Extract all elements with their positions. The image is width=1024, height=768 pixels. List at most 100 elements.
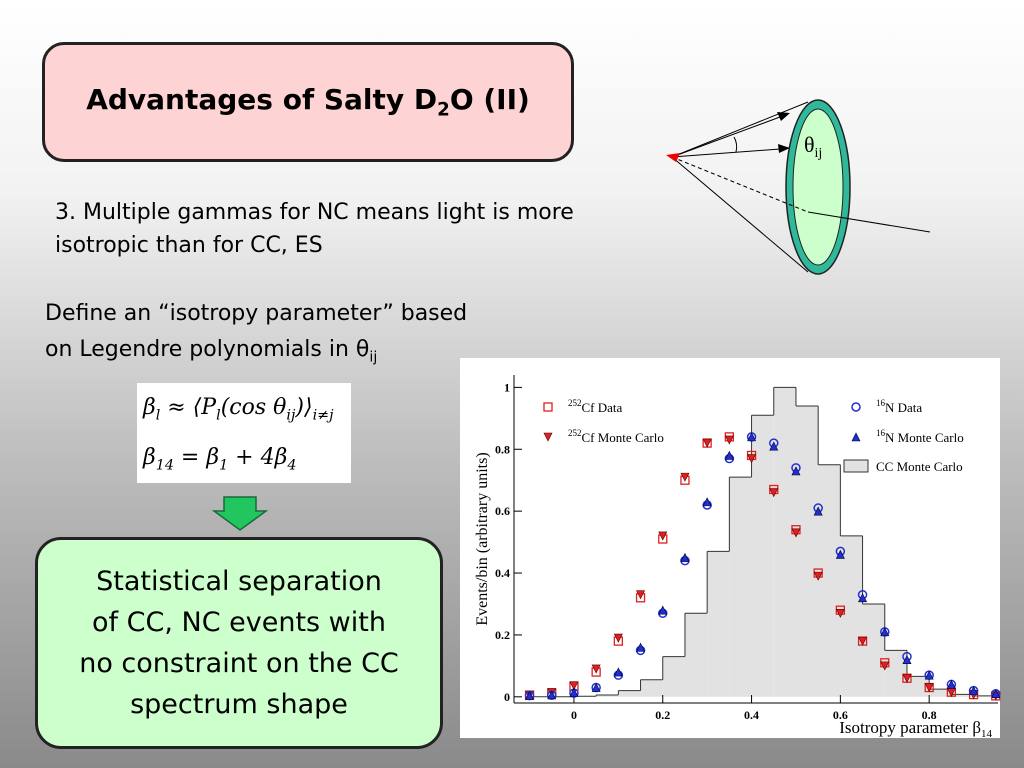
theta-sub: ij: [815, 146, 823, 161]
legend-sup: 16: [876, 428, 886, 438]
equation-sub: 14: [155, 457, 174, 474]
x-label-sub: 14: [981, 728, 993, 740]
marker: [813, 506, 823, 516]
legend-label: 252Cf Data: [568, 398, 623, 415]
legend-label: CC Monte Carlo: [876, 459, 963, 474]
histogram-bar: [862, 603, 885, 697]
marker: [946, 679, 956, 689]
marker: [680, 472, 690, 482]
arrow: [671, 116, 781, 158]
legend-label: 16N Data: [876, 398, 922, 415]
arrow-head: [778, 144, 790, 153]
define-line: Define an “isotropy parameter” based: [45, 301, 468, 326]
marker: [569, 687, 579, 697]
x-tick-label: 0.6: [833, 708, 848, 722]
marker: [636, 642, 646, 652]
marker: [680, 552, 690, 562]
conclusion-line: of CC, NC events with: [92, 607, 386, 638]
marker: [747, 454, 757, 464]
histogram-bar: [684, 613, 708, 697]
legend-sup: 252: [568, 428, 582, 438]
equation-part: )⟩: [295, 395, 313, 420]
legend-text: N Monte Carlo: [885, 430, 964, 445]
histogram-bar: [884, 650, 907, 697]
legend-item: 16N Data: [851, 398, 922, 415]
define-sub: ij: [369, 349, 378, 366]
marker: [969, 685, 979, 695]
marker: [702, 497, 712, 507]
marker: [791, 466, 801, 476]
y-tick-label: 0.4: [495, 566, 510, 580]
equation: βl ≈ ⟨Pl(cos θij)⟩i≠j: [143, 395, 334, 423]
define-text: Define an “isotropy parameter” based on …: [45, 296, 565, 375]
histogram-bar: [618, 690, 641, 697]
y-tick-label: 0.8: [495, 442, 510, 456]
histogram-bar: [773, 387, 796, 697]
marker: [543, 402, 553, 412]
histogram-bar: [707, 551, 730, 697]
legend-text: N Data: [885, 400, 922, 415]
marker: [613, 667, 623, 677]
equation-part: + 4β: [228, 445, 288, 470]
marker: [569, 681, 579, 691]
chart: 0 0.2 0.4 0.6 0.8 1 0 0.2 0.4 0.6 0.8 Events/bin (a…: [474, 375, 1001, 740]
histogram-bar: [840, 535, 863, 697]
histogram-bar: [818, 464, 841, 697]
marker: [724, 450, 734, 460]
marker: [835, 608, 845, 618]
marker: [769, 488, 779, 498]
histogram-bar: [751, 415, 774, 697]
marker: [843, 459, 869, 473]
define-line: on Legendre polynomials in θij: [45, 332, 565, 375]
marker: [658, 531, 668, 541]
equation: β14 = β1 + 4β4: [143, 445, 296, 473]
equation-sub: 1: [219, 457, 229, 474]
y-axis-label: Events/bin (arbitrary units): [474, 452, 491, 625]
marker: [924, 670, 934, 680]
marker: [547, 690, 557, 700]
legend-text: Cf Monte Carlo: [582, 430, 664, 445]
equation-part: β: [143, 395, 156, 420]
marker: [636, 590, 646, 600]
conclusion-line: no constraint on the CC: [79, 648, 399, 679]
histogram-bar: [596, 694, 619, 697]
bullet: 3. Multiple gammas for NC means light is…: [55, 200, 574, 258]
equation-part: β: [143, 445, 156, 470]
histogram-bar: [662, 656, 685, 697]
equation-box: βl ≈ ⟨Pl(cos θij)⟩i≠j β14 = β1 + 4β4: [137, 383, 351, 483]
equation-part: (cos θ: [220, 395, 287, 420]
theta: θ: [804, 132, 815, 157]
conclusion-box: Statistical separation of CC, NC events w…: [35, 537, 443, 749]
title: Advantages of Salty D2O (II): [86, 83, 530, 121]
marker: [902, 673, 912, 683]
arrow-head: [777, 112, 790, 121]
cone-edge: [671, 156, 809, 273]
disk: [792, 108, 844, 266]
legend-sup: 252: [568, 398, 582, 408]
marker: [769, 441, 779, 451]
marker: [591, 682, 601, 692]
ray: [807, 211, 931, 233]
title-sub: 2: [437, 99, 450, 121]
histogram-bar: [795, 405, 819, 697]
x-tick-label: 0.8: [922, 708, 937, 722]
equation-sub: ij: [286, 407, 296, 424]
marker: [724, 435, 734, 445]
arrow: [671, 148, 781, 158]
cone-diagram: θij: [211, 99, 931, 531]
legend-item: CC Monte Carlo: [843, 459, 963, 474]
x-tick-label: 0: [571, 708, 577, 722]
marker: [924, 683, 934, 693]
title-text: O (II): [449, 83, 530, 117]
y-tick-label: 0: [504, 690, 510, 704]
x-label-text: Isotropy parameter β: [839, 718, 981, 737]
marker: [851, 402, 861, 412]
y-tick-label: 1: [504, 380, 510, 394]
marker: [543, 432, 553, 442]
marker: [791, 528, 801, 538]
y-tick-label: 0.2: [495, 628, 510, 642]
conclusion-line: spectrum shape: [130, 689, 348, 720]
histogram-bar: [906, 676, 930, 697]
diagram-label: θij: [804, 132, 822, 161]
